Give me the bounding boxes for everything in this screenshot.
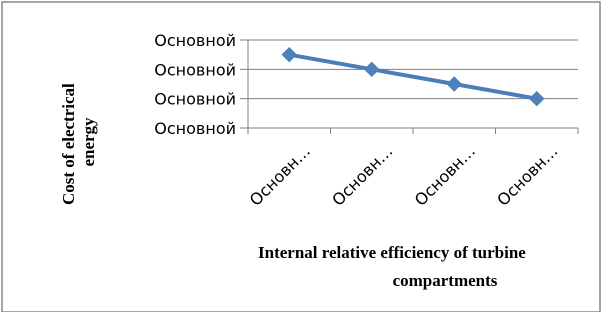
- y-axis-title-line-1: Cost of electrical: [59, 83, 78, 205]
- y-tick-label: Основной: [154, 60, 236, 79]
- y-tick-label: Основной: [154, 31, 236, 50]
- chart-frame: [1, 1, 601, 312]
- series-line: [288, 52, 538, 101]
- y-tick-label: Основной: [154, 119, 236, 138]
- y-axis-title: Cost of electrical energy: [59, 79, 98, 205]
- y-tick-labels: Основной Основной Основной Основной: [154, 31, 236, 138]
- data-point-marker: [281, 46, 297, 63]
- data-point-marker: [364, 61, 380, 78]
- data-point-marker: [529, 90, 545, 107]
- series: [281, 46, 545, 107]
- gridlines: [240, 39, 578, 100]
- x-axis-title-line-2: compartments: [393, 271, 498, 290]
- y-axis-title-line-2: energy: [79, 117, 98, 167]
- data-point-marker: [446, 76, 462, 92]
- axes: [240, 40, 579, 134]
- x-axis-title-line-1: Internal relative efficiency of turbine: [258, 243, 526, 262]
- y-tick-label: Основной: [154, 90, 236, 109]
